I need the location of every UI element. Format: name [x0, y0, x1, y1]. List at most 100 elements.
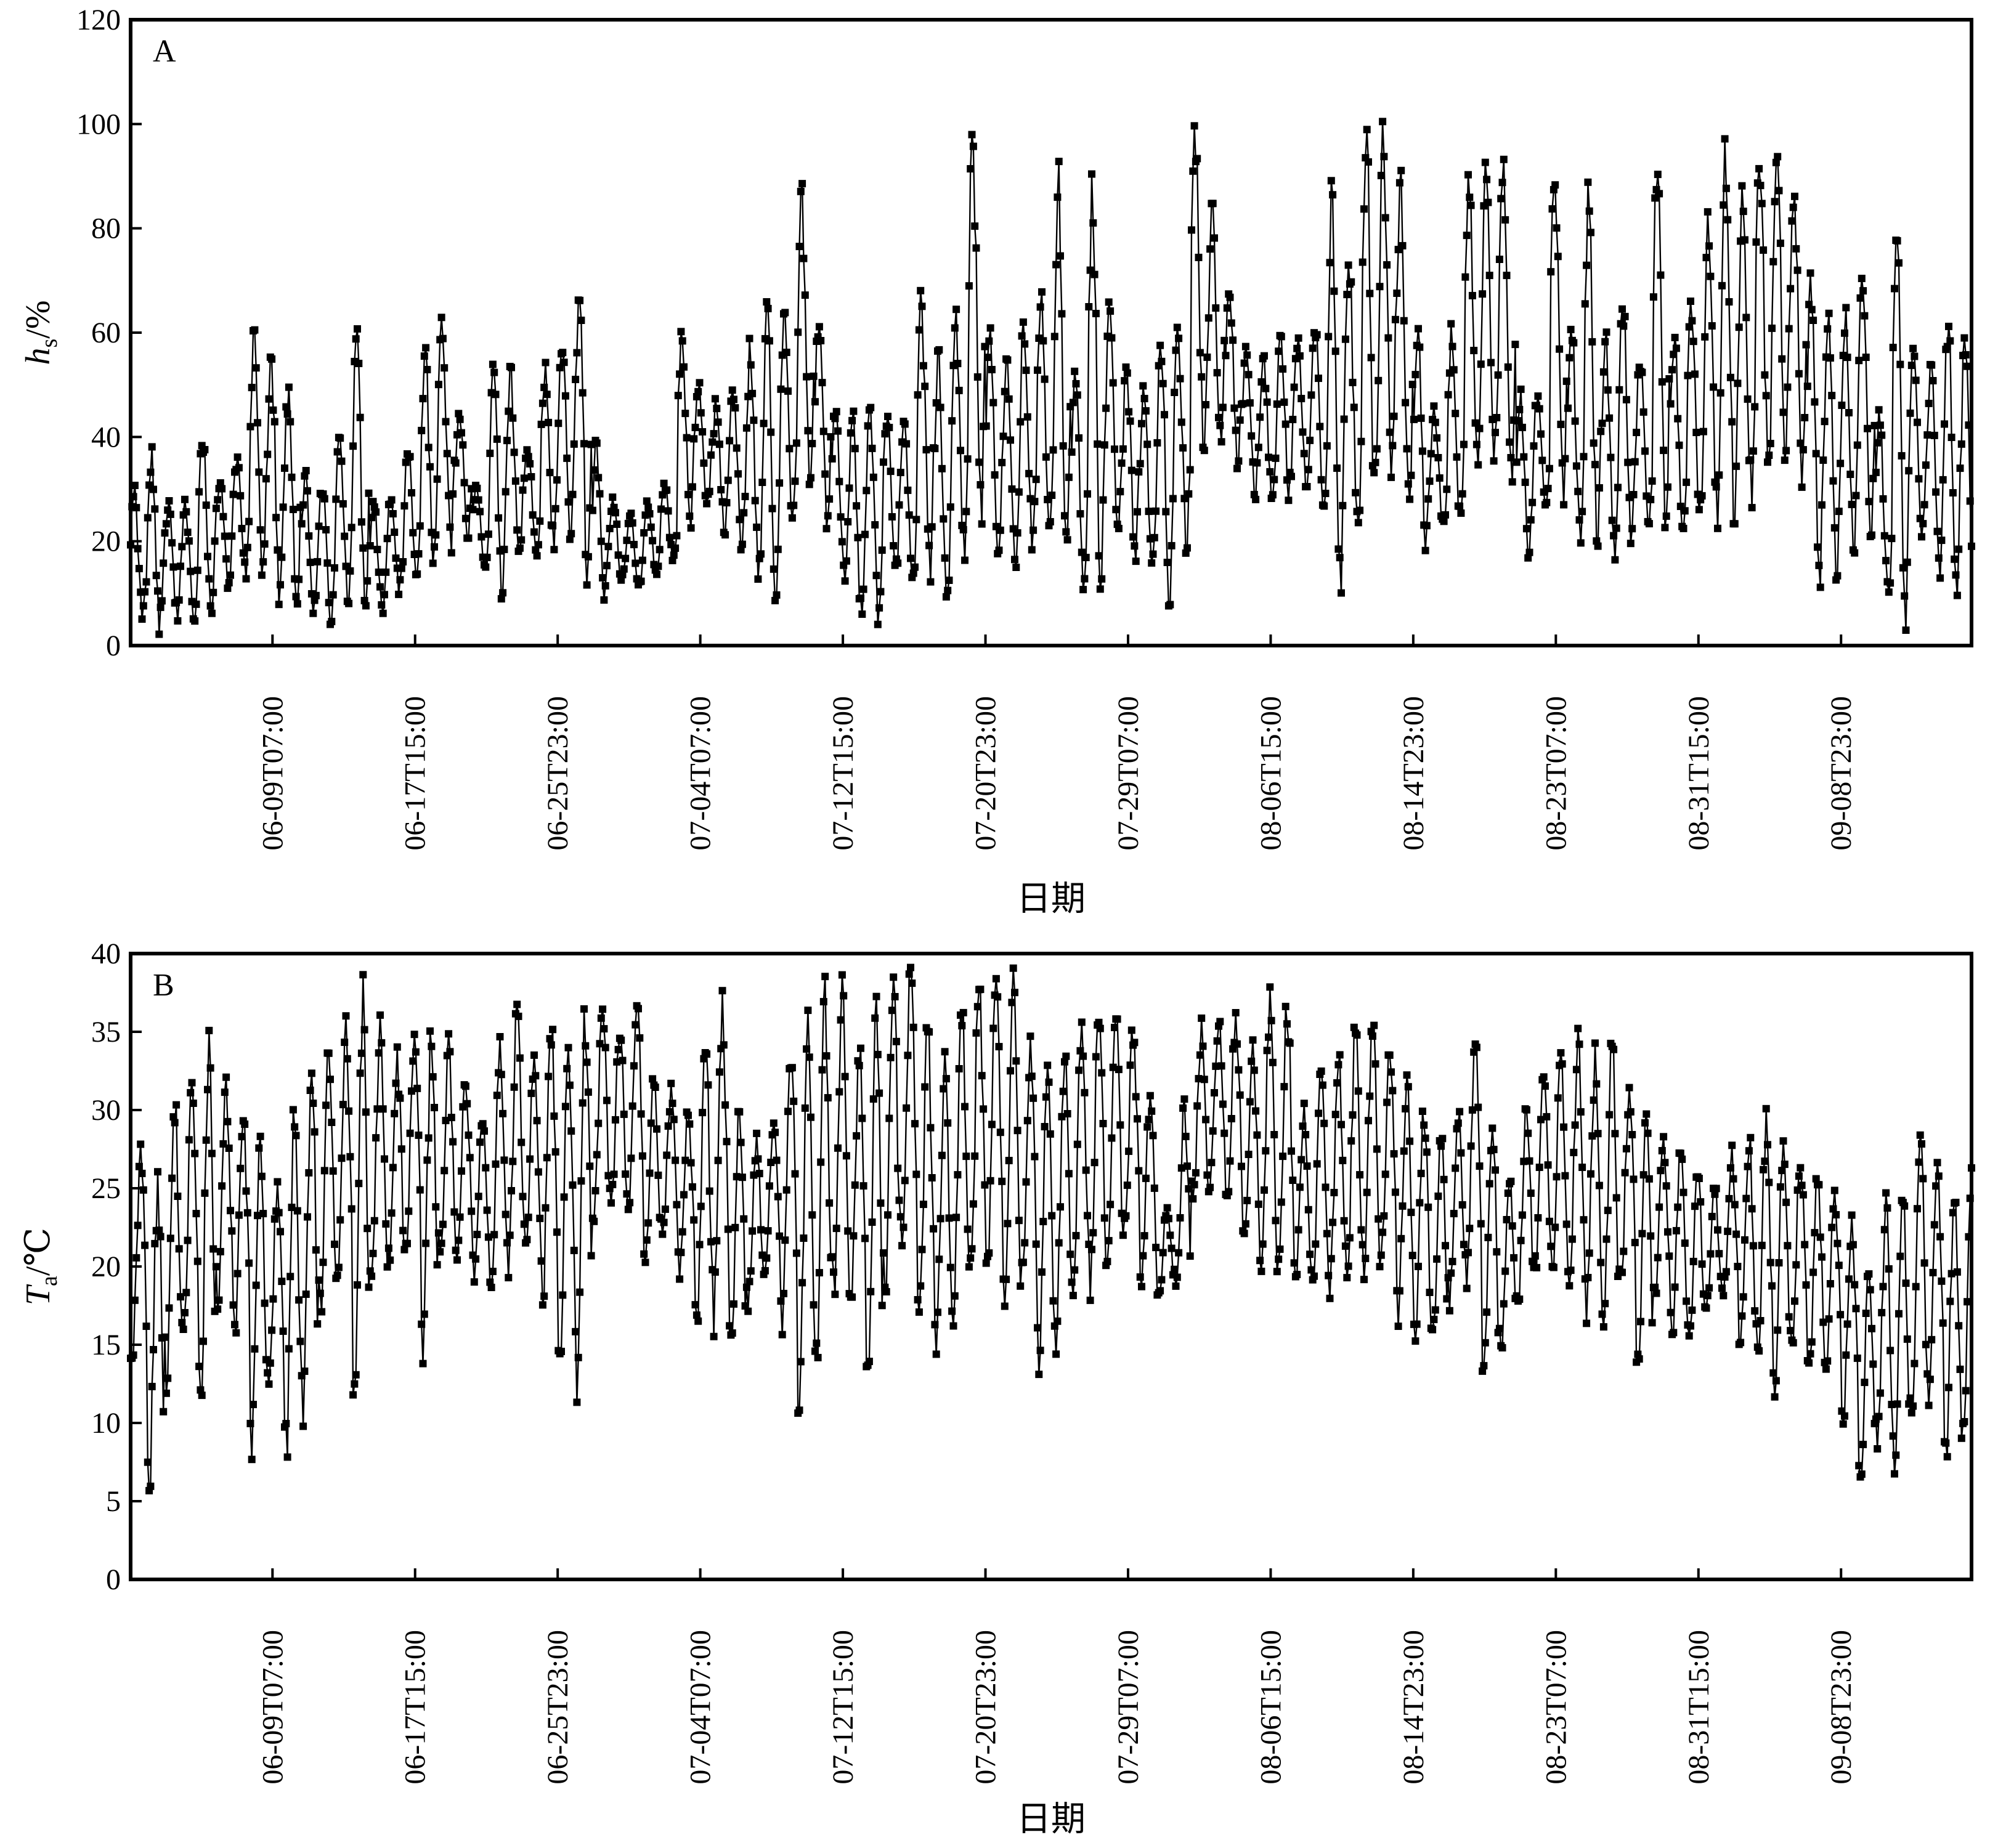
panel-b-data-point: [1574, 1024, 1582, 1032]
panel-a-data-point: [1333, 464, 1341, 472]
panel-a-data-point: [647, 523, 655, 531]
panel-a-data-point: [347, 524, 355, 532]
panel-b-data-point: [235, 1211, 243, 1219]
panel-b-data-point: [212, 1263, 220, 1271]
panel-a-data-point: [881, 430, 889, 438]
panel-b-data-point: [1704, 1292, 1712, 1300]
panel-a-data-point: [1356, 506, 1364, 514]
panel-a-data-point: [1685, 323, 1693, 331]
panel-b-data-point: [1296, 1183, 1304, 1191]
panel-b-data-point: [1447, 1269, 1455, 1277]
panel-b-data-point: [1868, 1324, 1875, 1332]
panel-b-data-point: [1173, 1273, 1181, 1281]
panel-b-data-point: [710, 1332, 718, 1340]
panel-b-data-point: [750, 1171, 758, 1179]
panel-b-data-point: [1007, 1067, 1014, 1075]
panel-b-data-point: [1791, 1297, 1798, 1305]
panel-b-data-point: [569, 1181, 577, 1189]
panel-a-data-point: [1764, 458, 1771, 466]
panel-b-data-point: [782, 1186, 790, 1194]
panel-b-data-point: [1657, 1167, 1665, 1175]
panel-a-data-point: [322, 526, 330, 533]
panel-a-data-point: [791, 477, 799, 485]
panel-a-data-point: [434, 381, 442, 389]
panel-b-data-point: [1300, 1100, 1308, 1108]
panel-b-data-point: [229, 1301, 237, 1309]
panel-a-data-point: [1607, 453, 1615, 461]
panel-b-data-point: [1543, 1112, 1551, 1121]
panel-a-data-point: [1781, 456, 1789, 464]
panel-b-data-point: [1262, 1147, 1270, 1155]
panel-a-data-point: [537, 420, 545, 428]
panel-a-data-point: [649, 537, 657, 545]
panel-b-data-point: [166, 1234, 174, 1242]
panel-a-data-point: [243, 543, 251, 551]
panel-a-data-point: [299, 501, 307, 509]
panel-a-data-point: [711, 395, 719, 403]
panel-a-data-point: [954, 360, 962, 368]
panel-b-data-point: [458, 1167, 465, 1175]
panel-a-data-point: [1116, 488, 1124, 496]
panel-a-data-point: [699, 428, 707, 436]
panel-b-data-point: [1610, 1045, 1618, 1053]
panel-a-data-point: [961, 556, 969, 564]
panel-a-data-point: [1216, 421, 1224, 429]
panel-a-data-point: [1344, 261, 1352, 269]
panel-b-data-point: [168, 1174, 176, 1182]
panel-b-data-point: [1535, 1164, 1543, 1171]
panel-b-data-point: [875, 1089, 883, 1097]
panel-a-data-point: [1375, 376, 1383, 384]
panel-a-data-point: [1902, 626, 1910, 634]
panel-b-data-point: [731, 1223, 739, 1231]
panel-a-data-point: [559, 349, 567, 357]
panel-b-data-point: [1662, 1182, 1670, 1190]
panel-b-data-point: [1253, 1131, 1261, 1139]
panel-a-data-point: [986, 324, 994, 332]
panel-a-data-point: [1891, 285, 1898, 293]
panel-a-data-point: [792, 439, 800, 447]
panel-a-data-point: [550, 546, 558, 554]
panel-a-data-point: [874, 620, 882, 628]
panel-b-data-point: [817, 1158, 825, 1166]
panel-b-data-point: [619, 1056, 627, 1064]
panel-a-data-point: [597, 537, 605, 545]
panel-a-data-point: [513, 526, 521, 534]
panel-a-data-point: [940, 515, 948, 523]
panel-b-data-point: [171, 1119, 179, 1127]
panel-b-data-point: [811, 1347, 819, 1355]
panel-b-data-point: [857, 1044, 864, 1052]
panel-b-data-point: [808, 1211, 816, 1219]
panel-a-data-point: [1792, 245, 1800, 253]
panel-b-data-point: [1227, 1115, 1235, 1122]
panel-a-data-point: [1031, 498, 1039, 506]
panel-b-data-point: [222, 1073, 230, 1081]
panel-a-data-point: [848, 416, 856, 424]
panel-b-data-point: [867, 1287, 875, 1295]
panel-b-data-point: [1394, 1323, 1402, 1330]
panel-b-data-point: [1545, 1217, 1553, 1225]
panel-b-data-point: [1078, 1018, 1086, 1026]
panel-b-data-point: [450, 1208, 458, 1216]
panel-b-data-point: [445, 1030, 453, 1038]
panel-a-data-point: [1357, 437, 1365, 445]
panel-b-data-point: [1912, 1283, 1920, 1291]
panel-a-data-point: [985, 337, 993, 345]
panel-a-data-point: [921, 383, 929, 391]
panel-a-data-point: [1150, 533, 1158, 541]
panel-b-data-point: [738, 1173, 746, 1181]
panel-b-data-point: [383, 1263, 391, 1271]
panel-b-data-point: [1390, 1150, 1398, 1158]
panel-a-data-point: [640, 529, 648, 537]
panel-a-data-point: [373, 546, 381, 553]
panel-b-data-point: [549, 1026, 557, 1034]
panel-b-data-point: [1687, 1322, 1694, 1330]
panel-b-data-point: [1440, 1175, 1448, 1183]
panel-a-data-point: [1580, 453, 1588, 461]
panel-b-data-point: [1490, 1146, 1498, 1154]
panel-b-data-point: [1942, 1439, 1950, 1447]
panel-b-data-point: [224, 1117, 232, 1125]
panel-b-data-point: [570, 1246, 578, 1254]
panel-a-data-point: [1153, 439, 1161, 447]
panel-a-data-point: [561, 392, 569, 400]
panel-b-data-point: [1140, 1232, 1148, 1240]
